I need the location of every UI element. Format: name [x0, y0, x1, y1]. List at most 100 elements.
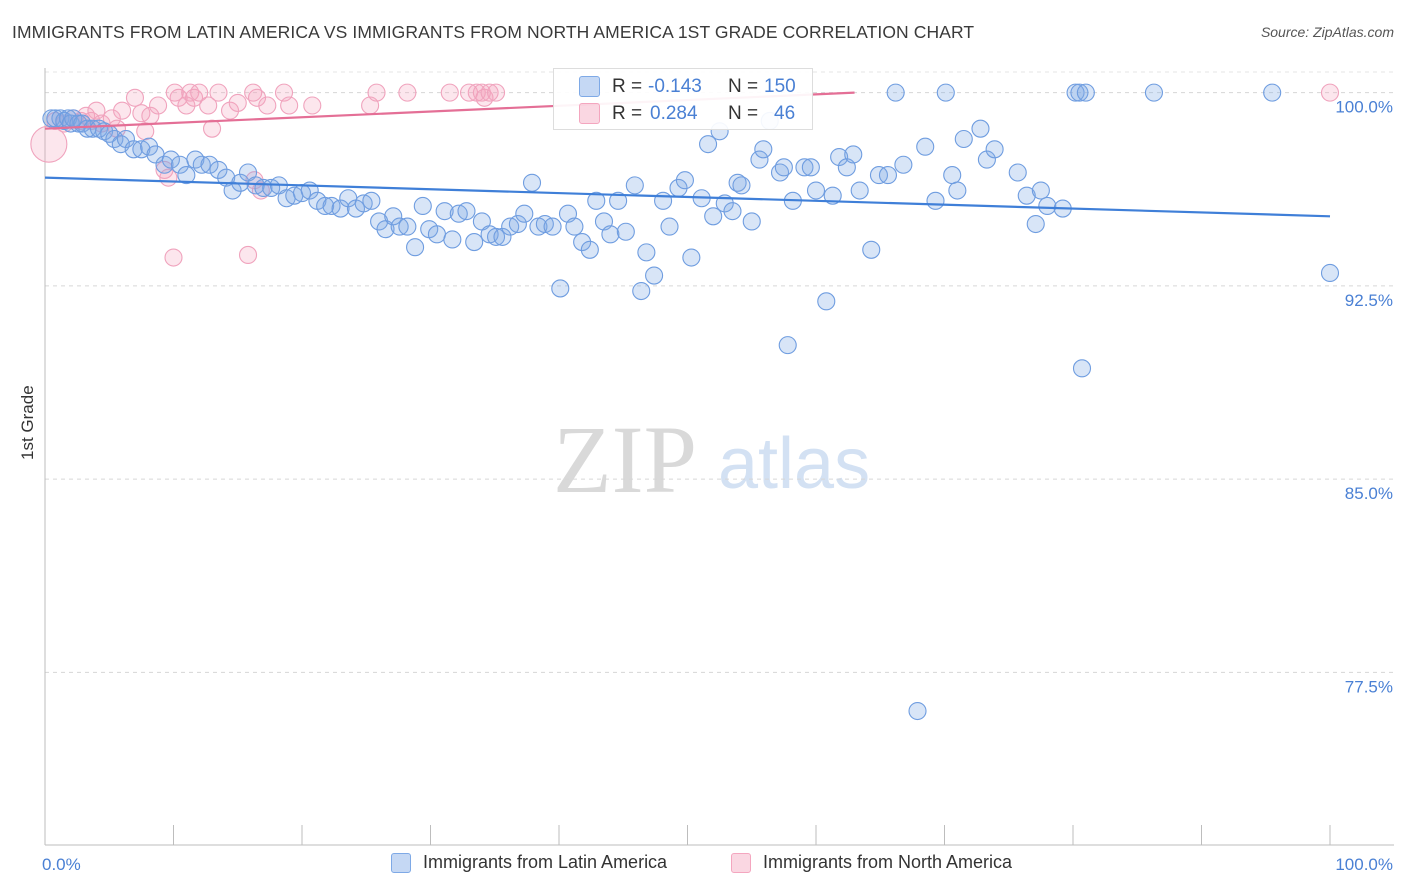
latin-america-point [580, 240, 599, 259]
latin-america-point [862, 240, 881, 259]
y-tick-label: 92.5% [1345, 291, 1393, 310]
latin-america-point [1038, 196, 1057, 216]
north-america-point [258, 96, 277, 115]
legend-item-north-america: Immigrants from North America [731, 852, 1012, 873]
north-america-point [203, 119, 222, 138]
latin-america-point [704, 207, 723, 226]
stats-n-label: N = [728, 76, 759, 97]
north-america-point [220, 101, 240, 120]
north-america-point [367, 83, 386, 102]
north-america-point [303, 96, 322, 115]
legend-label: Immigrants from North America [763, 852, 1013, 872]
latin-america-point [632, 281, 651, 301]
latin-america-point [124, 140, 143, 159]
north-america-point [238, 245, 258, 264]
legend: Immigrants from Latin America Immigrants… [0, 852, 1406, 878]
latin-america-point [1026, 214, 1045, 234]
legend-swatch-blue [391, 852, 411, 873]
latin-america-point [465, 233, 484, 252]
latin-america-point [543, 217, 562, 236]
north-america-point [185, 88, 204, 107]
latin-america-point [878, 166, 898, 185]
latin-america-point [89, 119, 109, 138]
latin-america-point [850, 181, 869, 200]
stats-r-label: R = [612, 76, 643, 97]
north-america-point [209, 83, 228, 102]
source-credit: Source: ZipAtlas.com [1260, 24, 1394, 40]
latin-america-point [894, 155, 913, 174]
latin-america-point [161, 150, 180, 169]
latin-america-point [331, 199, 350, 218]
x-tick-label-max: 100.0% [1335, 855, 1393, 874]
stats-swatch-pink [579, 103, 600, 124]
latin-america-point [83, 119, 102, 138]
latin-america-point [1144, 83, 1164, 102]
y-tick-label: 77.5% [1345, 677, 1393, 696]
north-america-point [472, 83, 491, 102]
north-america-point [486, 83, 506, 102]
legend-item-latin-america: Immigrants from Latin America [391, 852, 667, 873]
latin-america-point [985, 140, 1004, 159]
latin-america-point [886, 83, 905, 102]
latin-america-point [551, 279, 570, 298]
north-america-point [440, 83, 459, 102]
latin-america-point [609, 191, 628, 210]
latin-america-point [699, 135, 718, 154]
gridlines [45, 71, 1394, 673]
stats-r-value: -0.143 [648, 76, 702, 97]
stats-n-value: 150 [764, 76, 796, 97]
latin-america-point [908, 701, 927, 721]
north-america-point [251, 181, 270, 200]
latin-america-point [732, 176, 751, 195]
latin-america-point [977, 150, 996, 169]
latin-america-point [413, 196, 432, 216]
north-america-point [169, 88, 188, 107]
latin-america-point [936, 83, 955, 102]
latin-america-point [1066, 83, 1085, 102]
latin-america-point [654, 191, 673, 210]
latin-america-point [660, 217, 679, 236]
latin-america-point [806, 181, 826, 200]
latin-america-point [398, 217, 417, 236]
north-america-point [247, 88, 267, 107]
stats-r-value: 0.284 [650, 103, 698, 124]
latin-america-point [754, 140, 773, 159]
latin-america-point [948, 181, 967, 200]
north-america-point [149, 96, 168, 115]
latin-america-point [200, 155, 219, 174]
latin-america-point [316, 196, 335, 216]
stats-swatch-blue [579, 76, 600, 97]
latin-america-point [406, 238, 425, 257]
latin-america-point [916, 137, 935, 156]
latin-america-point [801, 158, 820, 177]
north-america-point [1320, 83, 1340, 102]
latin-america-point [457, 202, 476, 221]
north-america-point [480, 83, 499, 102]
latin-america-point [116, 129, 136, 149]
series-latin-america-points [42, 83, 1340, 721]
latin-america-point [443, 230, 462, 249]
latin-america-point [774, 158, 793, 177]
y-tick-label: 85.0% [1345, 484, 1393, 503]
latin-america-point [493, 227, 512, 246]
latin-america-point [486, 227, 506, 246]
chart-title: IMMIGRANTS FROM LATIN AMERICA VS IMMIGRA… [12, 22, 975, 42]
latin-america-point [723, 202, 742, 221]
latin-america-point [390, 217, 409, 236]
latin-america-point [926, 191, 945, 210]
latin-america-point [362, 191, 381, 210]
latin-america-point [587, 191, 606, 210]
latin-america-point [795, 158, 814, 177]
latin-america-point [508, 214, 527, 234]
latin-america-point [1017, 186, 1036, 205]
latin-america-point [971, 119, 990, 138]
latin-america-point [435, 202, 454, 221]
latin-america-point [1072, 359, 1092, 378]
latin-america-point [943, 166, 962, 185]
stats-n-value: 46 [774, 103, 796, 124]
axes [44, 68, 1394, 846]
north-america-point [398, 83, 417, 102]
legend-label: Immigrants from Latin America [423, 852, 668, 872]
watermark-zip: ZIP [553, 406, 697, 513]
